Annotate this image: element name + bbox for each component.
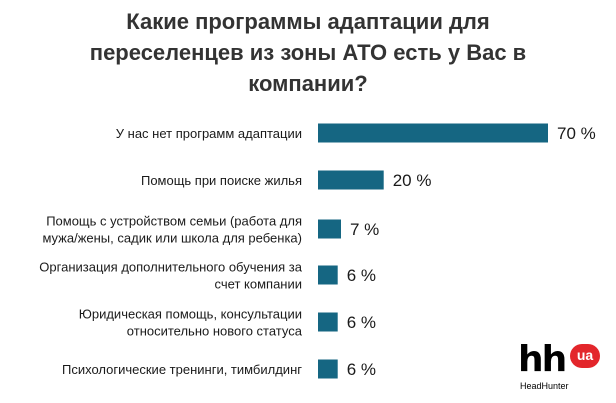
bar-2 xyxy=(318,170,384,190)
headhunter-logo: hh ua HeadHunter xyxy=(518,340,608,398)
category-label-3-line-2: мужа/жены, садик или школа для ребенка) xyxy=(42,231,302,246)
value-label-3: 7 % xyxy=(350,220,379,239)
logo-ua-badge: ua xyxy=(570,344,600,368)
category-label-2: Помощь при поиске жилья xyxy=(141,173,302,188)
value-label-5: 6 % xyxy=(347,313,376,332)
chart-title-line-1: Какие программы адаптации для xyxy=(126,9,490,34)
bar-5 xyxy=(318,312,338,332)
value-label-2: 20 % xyxy=(393,171,432,190)
logo-hh-text: hh xyxy=(518,339,567,380)
bar-4 xyxy=(318,265,338,285)
value-label-1: 70 % xyxy=(557,124,596,143)
category-label-5-line-2: относительно нового статуса xyxy=(127,324,303,339)
value-label-4: 6 % xyxy=(347,266,376,285)
category-label-4-line-2: счет компании xyxy=(215,277,302,292)
category-label-4-line-1: Организация дополнительного обучения за xyxy=(39,260,302,275)
logo-subtitle: HeadHunter xyxy=(520,381,569,391)
chart-title: Какие программы адаптации для переселенц… xyxy=(0,6,616,99)
chart-title-line-2: переселенцев из зоны АТО есть у Вас в xyxy=(89,40,527,65)
category-label-6: Психологические тренинги, тимбилдинг xyxy=(62,362,302,377)
category-label-1: У нас нет программ адаптации xyxy=(116,126,302,141)
value-label-6: 6 % xyxy=(347,360,376,379)
bar-6 xyxy=(318,359,338,379)
bar-1 xyxy=(318,123,548,143)
bar-3 xyxy=(318,219,341,239)
category-label-3-line-1: Помощь с устройством семьи (работа для xyxy=(46,214,302,229)
category-label-5-line-1: Юридическая помощь, консультации xyxy=(79,307,302,322)
chart-title-line-3: компании? xyxy=(248,71,368,96)
